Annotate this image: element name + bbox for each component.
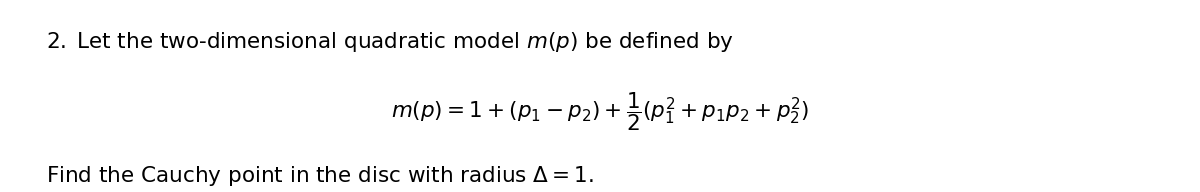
Text: $2.\; \text{Let the two-dimensional quadratic model } m(p) \text{ be defined by}: $2.\; \text{Let the two-dimensional quad…: [46, 30, 733, 54]
Text: $\text{Find the Cauchy point in the disc with radius } \Delta = 1.$: $\text{Find the Cauchy point in the disc…: [46, 165, 594, 189]
Text: $m(p) = 1 + (p_1 - p_2) + \dfrac{1}{2}(p_1^2 + p_1 p_2 + p_2^2)$: $m(p) = 1 + (p_1 - p_2) + \dfrac{1}{2}(p…: [391, 90, 809, 133]
